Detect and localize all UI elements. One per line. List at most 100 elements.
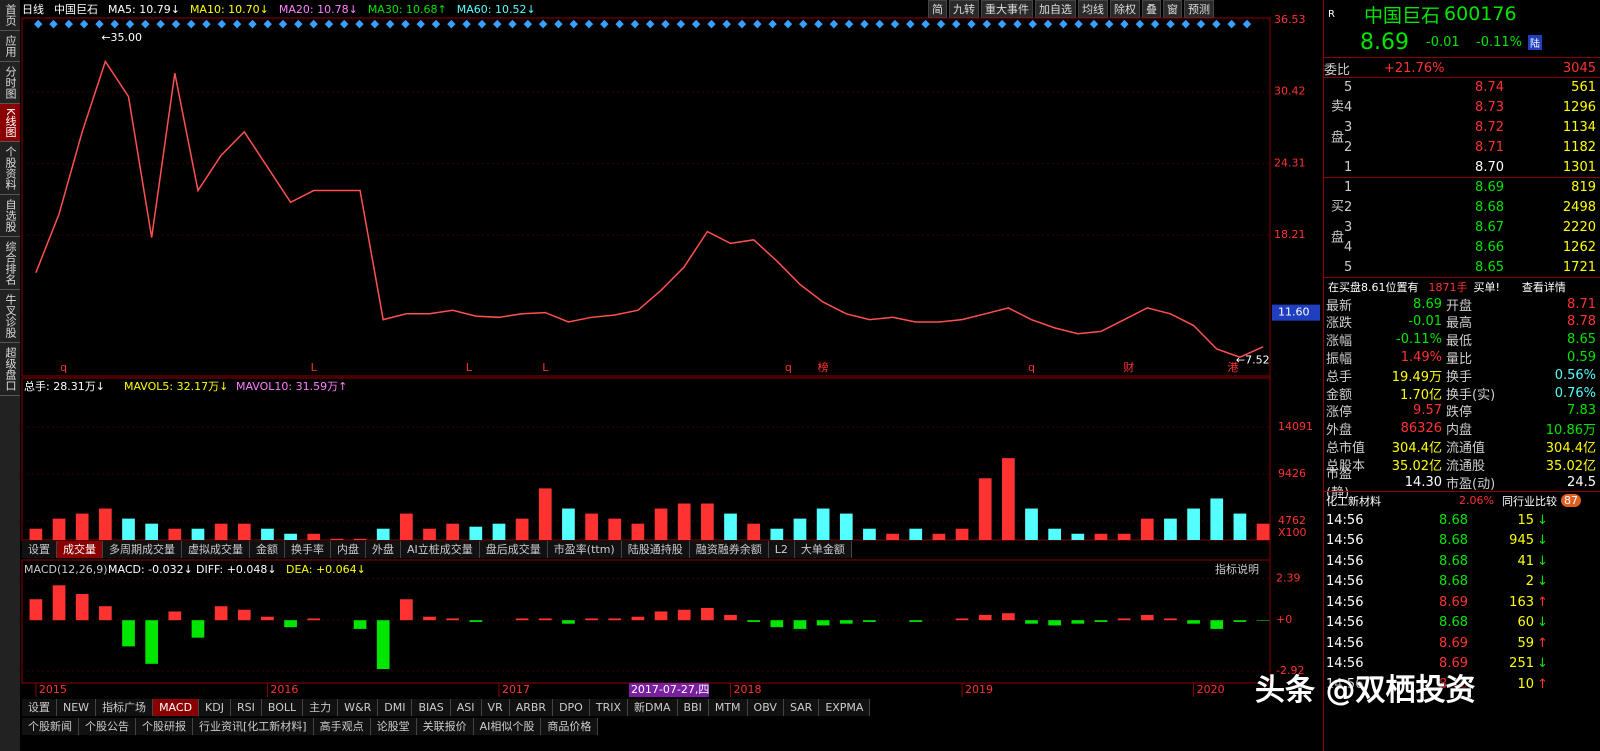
volume-bar [932,533,946,540]
indicator-tab[interactable]: DMI [378,699,413,716]
note-link[interactable]: 查看详情 [1521,280,1566,294]
indicator-tab[interactable]: EXPMA [819,699,871,716]
bottom-tab[interactable]: 行业资讯[化工新材料] [193,718,314,735]
x-tick-label: 2017 [502,683,530,696]
volume-tab[interactable]: 成交量 [57,541,103,558]
bottom-tab[interactable]: 个股新闻 [22,718,79,735]
volume-tab[interactable]: 盘后成交量 [479,541,548,558]
indicator-tab[interactable]: MTM [708,699,748,716]
industry-link[interactable]: 同行业比较 [1502,494,1557,508]
indicator-tab[interactable]: BIAS [412,699,451,716]
indicator-tab[interactable]: OBV [747,699,784,716]
info-diamond: ◆ [493,17,502,30]
volume-bar [1094,533,1108,540]
volume-bar [1071,533,1085,540]
volume-tab[interactable]: 外盘 [366,541,401,558]
bottom-tab[interactable]: 关联报价 [416,718,474,735]
indicator-tab[interactable]: NEW [57,699,97,716]
volume-bar [631,523,645,540]
volume-bar [284,533,297,540]
info-diamond: ◆ [661,17,670,30]
volume-tab[interactable]: 市盈率(ttm) [547,541,622,558]
volume-tab[interactable]: 内盘 [331,541,366,558]
indicator-tab[interactable]: SAR [783,699,820,716]
tick-row: 14:56 8.70 10 ↑ [1324,674,1600,694]
volume-tab[interactable]: 设置 [22,541,57,558]
side-tab[interactable]: 超级盘口 [0,343,20,397]
stat-row: 涨跌 -0.01 最高 8.78 [1324,313,1600,331]
volume-tab[interactable]: AI立桩成交量 [401,541,480,558]
macd-bar [1071,620,1085,624]
indicator-tab[interactable]: 指标广场 [96,699,154,716]
event-marker: L [311,361,318,374]
volume-tab[interactable]: 多周期成交量 [103,541,182,558]
bottom-tab[interactable]: 高手观点 [313,718,371,735]
indicator-tab[interactable]: VR [481,699,510,716]
volume-tab[interactable]: 大单金额 [794,541,852,558]
time: 14:56 [1326,656,1364,671]
volume-tab[interactable]: 陆股通持股 [621,541,690,558]
bottom-tab[interactable]: 个股研报 [136,718,193,735]
info-diamond: ◆ [967,17,976,30]
side-tab[interactable]: 自选股 [0,195,20,238]
value: 8.69 [1413,296,1442,312]
indicator-tab[interactable]: BBI [677,699,709,716]
indicator-tab[interactable]: KDJ [199,699,231,716]
info-diamond: ◆ [1136,17,1145,30]
bottom-tab[interactable]: 商品价格 [541,718,599,735]
volume-tab[interactable]: 融资融券余额 [689,541,769,558]
side-tab[interactable]: 综合排名 [0,237,20,291]
indicator-tab[interactable]: DPO [553,699,590,716]
industry: 化工新材料 [1326,494,1381,508]
indicator-tab[interactable]: MACD [153,699,200,716]
info-diamond: ◆ [34,17,43,30]
x-tick-label: 2018 [734,683,762,696]
volume-tab[interactable]: 换手率 [285,541,331,558]
side-tab[interactable]: 首页 [0,0,20,31]
help-button[interactable]: 指标说明 [1215,562,1259,576]
bottom-tab[interactable]: AI相似个股 [473,718,542,735]
volume-tab[interactable]: 虚拟成交量 [182,541,250,558]
info-diamond: ◆ [524,17,533,30]
info-diamond: ◆ [508,17,517,30]
side-tab[interactable]: 应用 [0,31,20,62]
side-tab[interactable]: 个股资料 [0,142,20,196]
macd-bar [191,620,205,638]
info-diamond: ◆ [998,17,1007,30]
indicator-tab[interactable]: 新DMA [628,699,678,716]
side-tabs: 首页 应用 分时图 K线图 个股资料 自选股 综合排名 牛叉诊股 超级盘口 [0,0,20,751]
side-tab[interactable]: 分时图 [0,62,20,104]
volume: 163 [1509,594,1534,610]
stock-name: 中国巨石 [54,3,98,16]
info-diamond: ◆ [1182,17,1191,30]
toolbar-button[interactable]: 均线 [1078,0,1108,18]
value: 1.49% [1400,349,1442,365]
info-diamond: ◆ [937,17,946,30]
indicator-tab[interactable]: RSI [230,699,262,716]
volume-tab[interactable]: 金额 [250,541,285,558]
info-diamond: ◆ [401,17,410,30]
macd-header: DEA: +0.064↓ [286,563,366,576]
info-diamond: ◆ [860,17,869,30]
level: 1 [1344,179,1353,195]
info-diamond: ◆ [983,17,992,30]
indicator-tab[interactable]: ASI [450,699,482,716]
bottom-tab[interactable]: 个股公告 [79,718,136,735]
volume-tab[interactable]: L2 [768,541,795,558]
indicator-tab[interactable]: TRIX [589,699,628,716]
macd-bar [724,614,737,621]
indicator-tab[interactable]: BOLL [261,699,304,716]
indicator-tab[interactable]: ARBR [509,699,554,716]
toolbar-button[interactable]: 叠 [1142,0,1161,18]
macd-bar [446,618,460,621]
indicator-tab[interactable]: W&R [338,699,379,716]
macd-bar [145,620,159,664]
indicator-tab[interactable]: 设置 [22,699,57,716]
side-tab[interactable]: 牛叉诊股 [0,290,20,344]
info-diamond: ◆ [1059,17,1068,30]
bottom-tab[interactable]: 论股堂 [370,718,417,735]
volume-bar [307,533,321,540]
price: 8.69 [1475,179,1504,195]
indicator-tab[interactable]: 主力 [303,699,339,716]
side-tab[interactable]: K线图 [0,104,20,143]
